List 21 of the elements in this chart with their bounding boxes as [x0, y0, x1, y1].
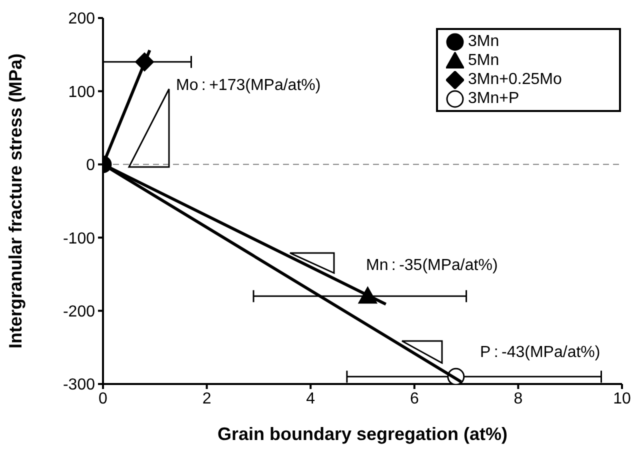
y-tick-label: -200 — [62, 303, 96, 320]
y-tick-label: -100 — [62, 230, 96, 248]
x-tick-label: 6 — [410, 390, 419, 408]
y-axis-title: Intergranular fracture stress (MPa) — [5, 53, 26, 349]
annotation: Mn : -35(MPa/at%) — [366, 257, 498, 275]
legend-label: 3Mn+P — [468, 90, 520, 107]
legend-label: 3Mn — [468, 33, 500, 50]
x-axis-title: Grain boundary segregation (at%) — [217, 424, 508, 444]
y-tick-label: 0 — [86, 157, 96, 174]
legend-label: 3Mn+0.25Mo — [468, 71, 562, 88]
x-tick-label: 2 — [202, 390, 212, 408]
x-tick-label: 0 — [98, 390, 108, 408]
y-tick-label: 200 — [68, 10, 96, 28]
x-tick-label: 8 — [514, 390, 523, 408]
x-tick-label: 4 — [306, 390, 316, 408]
annotation: P : -43(MPa/at%) — [480, 344, 600, 362]
annotation: Mo : +173(MPa/at%) — [176, 77, 321, 95]
y-tick-label: -300 — [62, 376, 96, 394]
y-tick-label: 100 — [68, 84, 96, 101]
x-tick-label: 10 — [613, 390, 631, 408]
legend-label: 5Mn — [468, 52, 500, 69]
